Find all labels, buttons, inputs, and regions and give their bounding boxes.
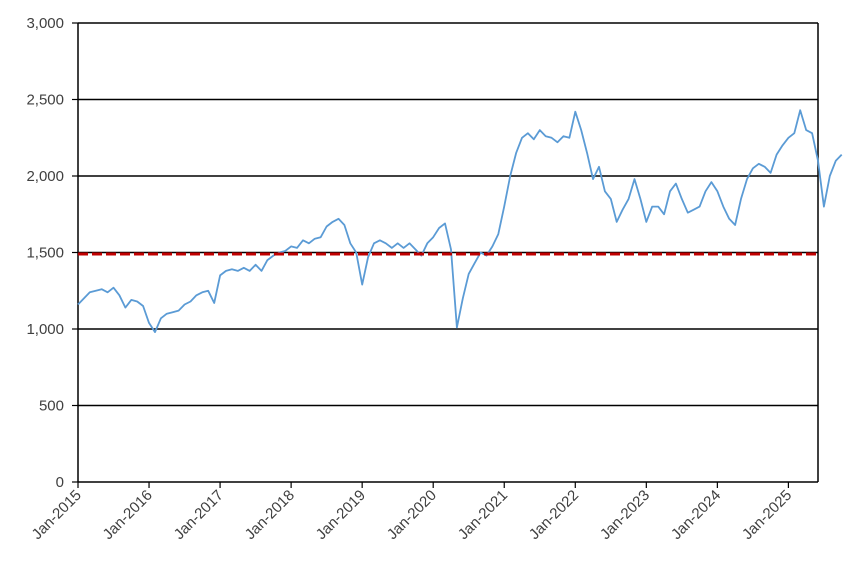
x-tick-label: Jan-2024: [668, 487, 724, 543]
x-tick-label: Jan-2021: [455, 487, 511, 543]
x-axis: Jan-2015 Jan-2016 Jan-2017 Jan-2018 Jan-2019…: [29, 482, 795, 543]
y-tick-label: 0: [56, 474, 64, 491]
x-tick-label: Jan-2015: [29, 487, 85, 543]
x-tick-label: Jan-2016: [100, 487, 156, 543]
x-tick-label: Jan-2019: [313, 487, 369, 543]
y-tick-label: 500: [39, 398, 64, 415]
x-tick-label: Jan-2022: [526, 487, 582, 543]
x-tick-label: Jan-2020: [384, 487, 440, 543]
y-axis: 0 500 1,000 1,500 2,000 2,500 3,000: [26, 15, 79, 491]
gridlines: [78, 22, 819, 483]
series-layer: [77, 109, 843, 334]
y-tick-label: 2,000: [26, 168, 64, 185]
x-tick-label: Jan-2025: [739, 487, 795, 543]
x-tick-label: Jan-2023: [597, 487, 653, 543]
series-line-0: [77, 109, 843, 334]
y-tick-label: 2,500: [26, 92, 64, 109]
y-tick-label: 1,000: [26, 321, 64, 338]
y-tick-label: 1,500: [26, 245, 64, 262]
x-tick-label: Jan-2017: [171, 487, 227, 543]
x-tick-label: Jan-2018: [242, 487, 298, 543]
y-tick-label: 3,000: [26, 15, 64, 32]
